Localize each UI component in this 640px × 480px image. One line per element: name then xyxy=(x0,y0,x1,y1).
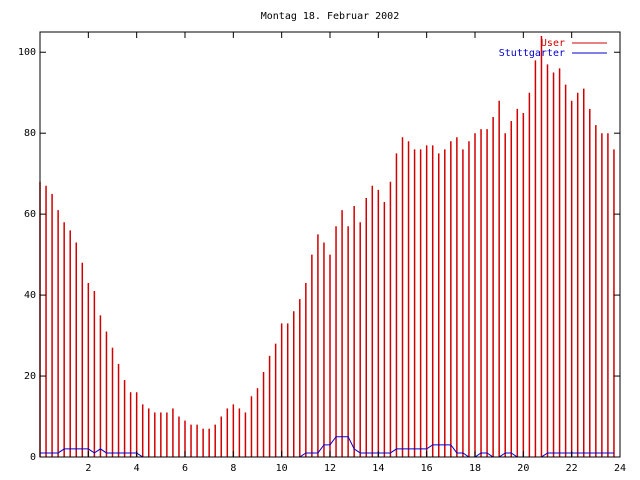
chart-title: Montag 18. Februar 2002 xyxy=(261,11,399,22)
x-tick-label: 2 xyxy=(85,463,91,474)
y-tick-label: 80 xyxy=(24,128,36,139)
x-tick-label: 12 xyxy=(324,463,336,474)
series-line xyxy=(40,436,614,458)
x-tick-label: 6 xyxy=(182,463,188,474)
x-tick-label: 22 xyxy=(566,463,578,474)
legend-label: Stuttgarter xyxy=(499,48,565,59)
y-tick-label: 100 xyxy=(18,47,36,58)
x-tick-label: 10 xyxy=(276,463,288,474)
x-tick-label: 4 xyxy=(134,463,140,474)
x-tick-label: 8 xyxy=(230,463,236,474)
x-tick-label: 20 xyxy=(517,463,529,474)
legend-label: User xyxy=(541,38,565,49)
y-tick-label: 40 xyxy=(24,290,36,301)
x-tick-label: 16 xyxy=(421,463,433,474)
y-tick-label: 20 xyxy=(24,371,36,382)
x-tick-label: 18 xyxy=(469,463,481,474)
x-tick-label: 24 xyxy=(614,463,626,474)
x-tick-label: 14 xyxy=(372,463,384,474)
y-tick-label: 0 xyxy=(30,452,36,463)
y-tick-label: 60 xyxy=(24,209,36,220)
